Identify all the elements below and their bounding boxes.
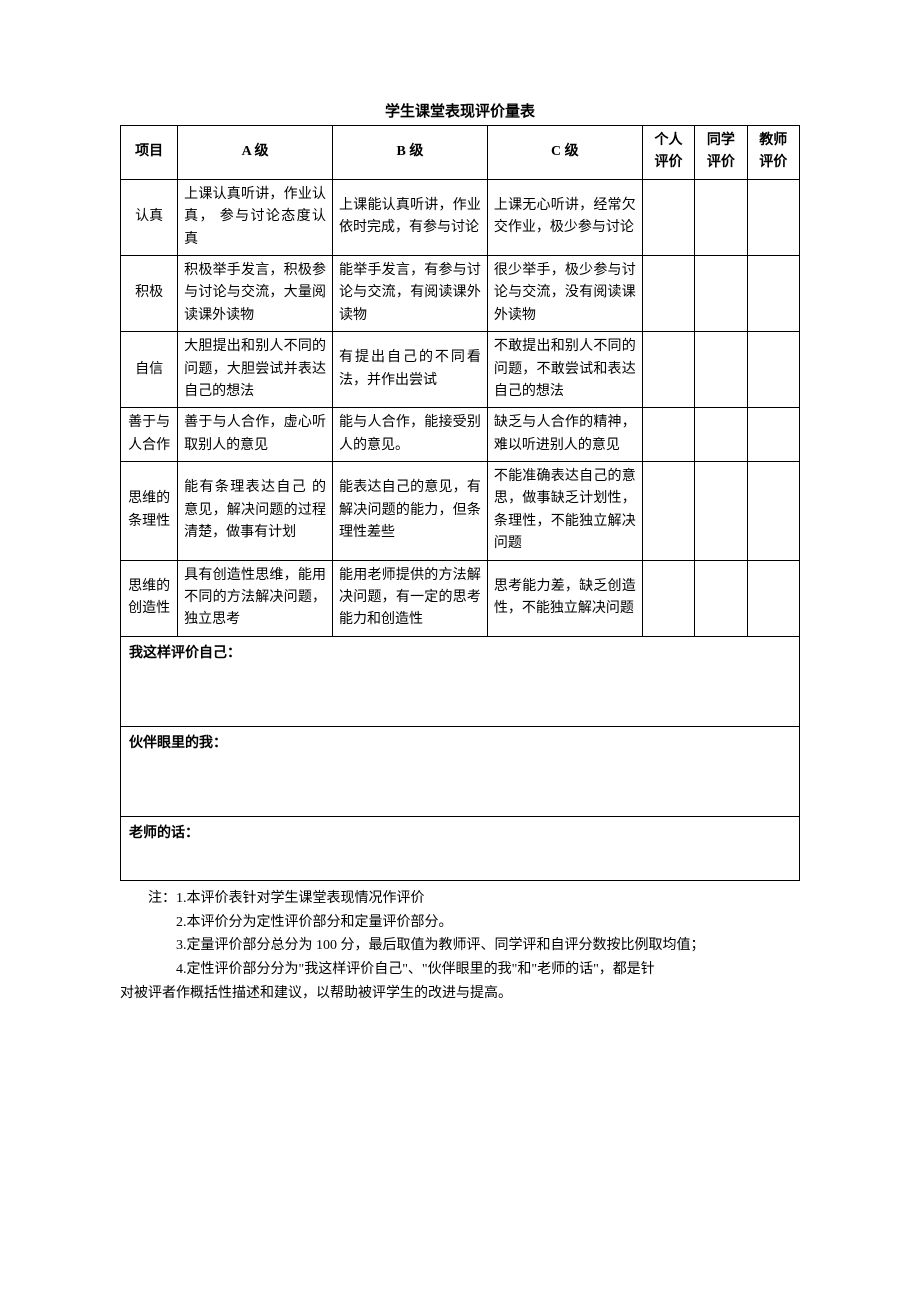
row-level-c: 上课无心听讲，经常欠交作业，极少参与讨论 [487, 179, 642, 255]
row-level-a: 积极举手发言，积极参与讨论与交流，大量阅读课外读物 [178, 255, 333, 331]
row-item: 自信 [121, 332, 178, 408]
table-header-row: 项目 A 级 B 级 C 级 个人评价 同学评价 教师评价 [121, 126, 800, 180]
header-peer-eval: 同学评价 [695, 126, 747, 180]
teacher-comment-cell[interactable]: 老师的话： [121, 816, 800, 880]
row-peer-eval[interactable] [695, 255, 747, 331]
row-teacher-eval[interactable] [747, 179, 799, 255]
note-line: 4.定性评价部分分为"我这样评价自己"、"伙伴眼里的我"和"老师的话"，都是针 [120, 958, 800, 982]
table-row: 积极 积极举手发言，积极参与讨论与交流，大量阅读课外读物 能举手发言，有参与讨论… [121, 255, 800, 331]
row-self-eval[interactable] [642, 408, 694, 462]
row-level-a: 善于与人合作，虚心听取别人的意见 [178, 408, 333, 462]
row-level-b: 能表达自己的意见，有解决问题的能力，但条理性差些 [333, 462, 488, 561]
row-item: 积极 [121, 255, 178, 331]
header-teacher-eval: 教师评价 [747, 126, 799, 180]
note-line: 3.定量评价部分总分为 100 分，最后取值为教师评、同学评和自评分数按比例取均… [120, 934, 800, 958]
note-line: 2.本评价分为定性评价部分和定量评价部分。 [120, 911, 800, 935]
row-item: 思维的创造性 [121, 560, 178, 636]
header-item: 项目 [121, 126, 178, 180]
row-peer-eval[interactable] [695, 462, 747, 561]
row-level-b: 有提出自己的不同看法，并作出尝试 [333, 332, 488, 408]
row-self-eval[interactable] [642, 179, 694, 255]
row-level-b: 能举手发言，有参与讨论与交流，有阅读课外读物 [333, 255, 488, 331]
row-peer-eval[interactable] [695, 560, 747, 636]
row-level-a: 上课认真听讲，作业认真， 参与讨论态度认真 [178, 179, 333, 255]
row-level-c: 不敢提出和别人不同的问题，不敢尝试和表达自己的想法 [487, 332, 642, 408]
row-peer-eval[interactable] [695, 332, 747, 408]
table-row: 认真 上课认真听讲，作业认真， 参与讨论态度认真 上课能认真听讲，作业依时完成，… [121, 179, 800, 255]
row-self-eval[interactable] [642, 332, 694, 408]
row-level-a: 大胆提出和别人不同的问题，大胆尝试并表达自己的想法 [178, 332, 333, 408]
header-self-eval: 个人评价 [642, 126, 694, 180]
row-level-a: 能有条理表达自己 的意见，解决问题的过程清楚，做事有计划 [178, 462, 333, 561]
row-peer-eval[interactable] [695, 408, 747, 462]
row-self-eval[interactable] [642, 560, 694, 636]
notes-section: 注：1.本评价表针对学生课堂表现情况作评价 2.本评价分为定性评价部分和定量评价… [120, 887, 800, 1006]
header-level-a: A 级 [178, 126, 333, 180]
row-teacher-eval[interactable] [747, 408, 799, 462]
row-level-c: 思考能力差，缺乏创造性，不能独立解决问题 [487, 560, 642, 636]
row-level-c: 不能准确表达自己的意思，做事缺乏计划性，条理性，不能独立解决问题 [487, 462, 642, 561]
teacher-comment-row: 老师的话： [121, 816, 800, 880]
row-teacher-eval[interactable] [747, 560, 799, 636]
row-self-eval[interactable] [642, 255, 694, 331]
row-item: 思维的条理性 [121, 462, 178, 561]
row-level-a: 具有创造性思维，能用不同的方法解决问题，独立思考 [178, 560, 333, 636]
row-teacher-eval[interactable] [747, 462, 799, 561]
row-level-b: 能用老师提供的方法解决问题，有一定的思考能力和创造性 [333, 560, 488, 636]
row-level-c: 缺乏与人合作的精神，难以听进别人的意见 [487, 408, 642, 462]
self-comment-row: 我这样评价自己： [121, 636, 800, 726]
row-level-b: 能与人合作，能接受别人的意见。 [333, 408, 488, 462]
self-comment-cell[interactable]: 我这样评价自己： [121, 636, 800, 726]
row-teacher-eval[interactable] [747, 332, 799, 408]
peer-comment-cell[interactable]: 伙伴眼里的我： [121, 726, 800, 816]
table-row: 思维的创造性 具有创造性思维，能用不同的方法解决问题，独立思考 能用老师提供的方… [121, 560, 800, 636]
table-row: 自信 大胆提出和别人不同的问题，大胆尝试并表达自己的想法 有提出自己的不同看法，… [121, 332, 800, 408]
page-title: 学生课堂表现评价量表 [120, 100, 800, 121]
row-level-c: 很少举手，极少参与讨论与交流，没有阅读课外读物 [487, 255, 642, 331]
table-row: 思维的条理性 能有条理表达自己 的意见，解决问题的过程清楚，做事有计划 能表达自… [121, 462, 800, 561]
row-item: 认真 [121, 179, 178, 255]
row-teacher-eval[interactable] [747, 255, 799, 331]
header-level-b: B 级 [333, 126, 488, 180]
row-self-eval[interactable] [642, 462, 694, 561]
row-item: 善于与人合作 [121, 408, 178, 462]
row-level-b: 上课能认真听讲，作业依时完成，有参与讨论 [333, 179, 488, 255]
table-row: 善于与人合作 善于与人合作，虚心听取别人的意见 能与人合作，能接受别人的意见。 … [121, 408, 800, 462]
note-line: 注：1.本评价表针对学生课堂表现情况作评价 [120, 887, 800, 911]
header-level-c: C 级 [487, 126, 642, 180]
peer-comment-row: 伙伴眼里的我： [121, 726, 800, 816]
row-peer-eval[interactable] [695, 179, 747, 255]
note-line: 对被评者作概括性描述和建议，以帮助被评学生的改进与提高。 [120, 982, 800, 1006]
evaluation-table: 项目 A 级 B 级 C 级 个人评价 同学评价 教师评价 认真 上课认真听讲，… [120, 125, 800, 881]
